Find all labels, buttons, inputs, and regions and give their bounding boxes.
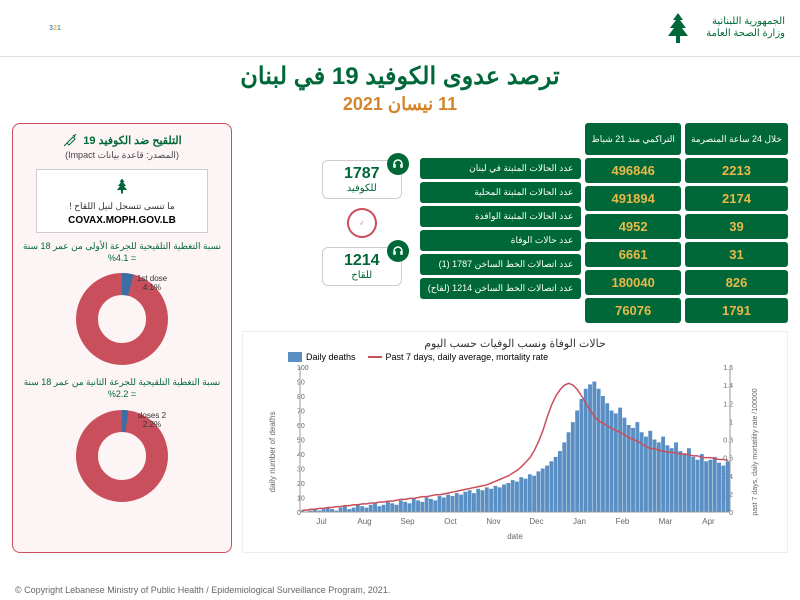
vaccine-source: (المصدر: قاعدة بيانات Impact): [21, 150, 223, 161]
svg-text:Mar: Mar: [659, 517, 673, 526]
col-cum-header: التراكمي منذ 21 شباط: [585, 123, 681, 155]
footer-copyright: © Copyright Lebanese Ministry of Public …: [15, 585, 390, 595]
cedar-icon: [658, 8, 698, 48]
hotline-covid: 1787 للكوفيد: [322, 160, 402, 199]
org-line2: وزارة الصحة العامة: [706, 28, 785, 40]
dose2-donut: 2 doses 2.2%: [72, 406, 172, 506]
col-24h-header: خلال 24 ساعة المنصرمة: [685, 123, 788, 155]
stat-label-3: عدد حالات الوفاة: [420, 230, 582, 251]
hotline-covid-label: للكوفيد: [333, 183, 391, 194]
legend-rate: Past 7 days, daily average, mortality ra…: [368, 352, 549, 362]
svg-text:Sep: Sep: [400, 517, 415, 526]
svg-text:20: 20: [297, 481, 305, 488]
svg-text:50: 50: [297, 438, 305, 445]
svg-text:70: 70: [297, 409, 305, 416]
stat-label-4: عدد اتصالات الخط الساخن 1787 (1): [420, 254, 582, 275]
headset-icon: [387, 153, 409, 175]
stat-label-5: عدد اتصالات الخط الساخن 1214 (لقاح): [420, 278, 582, 299]
svg-text:Jan: Jan: [573, 517, 586, 526]
svg-text:1.2: 1.2: [723, 401, 733, 408]
svg-text:90: 90: [297, 380, 305, 387]
hotline-covid-num: 1787: [333, 165, 391, 183]
svg-text:Oct: Oct: [444, 517, 457, 526]
chart-title: حالات الوفاة ونسب الوفيات حسب اليوم: [248, 337, 782, 350]
svg-text:1.4: 1.4: [723, 383, 733, 390]
covax-reminder: ما تنسى تتسجل لنيل اللقاح !: [43, 201, 201, 212]
moh-logo: الجمهورية اللبنانية وزارة الصحة العامة: [658, 8, 785, 48]
svg-text:80: 80: [297, 394, 305, 401]
vaccine-header: التلقيح ضد الكوفيد 19: [83, 134, 181, 147]
stat-24h-4: 826: [685, 270, 788, 295]
report-date: 11 نيسان 2021: [0, 94, 800, 115]
svg-text:60: 60: [297, 423, 305, 430]
hotline-vacc-num: 1214: [333, 252, 391, 270]
stat-24h-5: 1791: [685, 298, 788, 323]
hotline-vacc-label: للقاح: [333, 270, 391, 281]
deaths-chart: حالات الوفاة ونسب الوفيات حسب اليوم Dail…: [242, 331, 788, 553]
syringe-icon: [62, 132, 78, 148]
svg-text:Jul: Jul: [316, 517, 326, 526]
stats-table: خلال 24 ساعة المنصرمة 2213 2174 39 31 826 179…: [420, 123, 788, 323]
stat-cum-3: 6661: [585, 242, 681, 267]
stat-label-0: عدد الحالات المثبتة في لبنان: [420, 158, 582, 179]
stat-24h-3: 31: [685, 242, 788, 267]
svg-text:date: date: [507, 532, 523, 541]
vaccine-panel: التلقيح ضد الكوفيد 19 (المصدر: قاعدة بيا…: [12, 123, 232, 553]
svg-text:30: 30: [297, 467, 305, 474]
hotlines: 1787 للكوفيد ✓ 1214 للقاح: [312, 123, 412, 323]
svg-text:Dec: Dec: [529, 517, 543, 526]
stat-24h-1: 2174: [685, 186, 788, 211]
stat-cum-0: 496846: [585, 158, 681, 183]
stamp-icon: ✓: [343, 205, 380, 242]
dose2-label: نسبة التغطية التلقيحية للجرعة الثانية من…: [21, 377, 223, 400]
stat-label-2: عدد الحالات المثبتة الوافدة: [420, 206, 582, 227]
covax-box: ما تنسى تتسجل لنيل اللقاح ! COVAX.MOPH.G…: [36, 169, 208, 233]
svg-text:100: 100: [297, 365, 309, 372]
dose1-label: نسبة التغطية التلقيحية للجرعة الأولى من …: [21, 241, 223, 264]
stat-cum-5: 76076: [585, 298, 681, 323]
dose1-donut: 1st dose 4.1%: [72, 269, 172, 369]
stat-label-1: عدد الحالات المثبتة المحلية: [420, 182, 582, 203]
hotline-vacc: 1214 للقاح: [322, 247, 402, 286]
svg-text:10: 10: [297, 496, 305, 503]
svg-text:1.6: 1.6: [723, 365, 733, 372]
stat-cum-4: 180040: [585, 270, 681, 295]
covax-url: COVAX.MOPH.GOV.LB: [43, 215, 201, 226]
svg-text:daily number of deaths: daily number of deaths: [268, 412, 277, 493]
legend-deaths: Daily deaths: [288, 352, 356, 362]
svg-text:Apr: Apr: [702, 517, 715, 526]
stat-cum-1: 491894: [585, 186, 681, 211]
header: الجمهورية اللبنانية وزارة الصحة العامة 1…: [0, 0, 800, 57]
stat-24h-0: 2213: [685, 158, 788, 183]
headset-icon: [387, 240, 409, 262]
svg-text:0.8: 0.8: [723, 438, 733, 445]
dose2-text: 2 doses 2.2%: [132, 411, 172, 429]
svg-text:Feb: Feb: [616, 517, 630, 526]
stat-cum-2: 4952: [585, 214, 681, 239]
svg-text:40: 40: [297, 452, 305, 459]
stat-24h-2: 39: [685, 214, 788, 239]
org-line1: الجمهورية اللبنانية: [706, 16, 785, 28]
svg-text:Aug: Aug: [357, 517, 371, 526]
campaign-logo: 123: [15, 8, 95, 48]
page-title: ترصد عدوى الكوفيد 19 في لبنان: [0, 62, 800, 91]
dose1-text: 1st dose 4.1%: [132, 274, 172, 292]
svg-text:Nov: Nov: [486, 517, 500, 526]
svg-text:past 7 days, daily mortatility: past 7 days, daily mortatility rate /100…: [752, 388, 759, 515]
cedar-icon: [110, 176, 134, 196]
